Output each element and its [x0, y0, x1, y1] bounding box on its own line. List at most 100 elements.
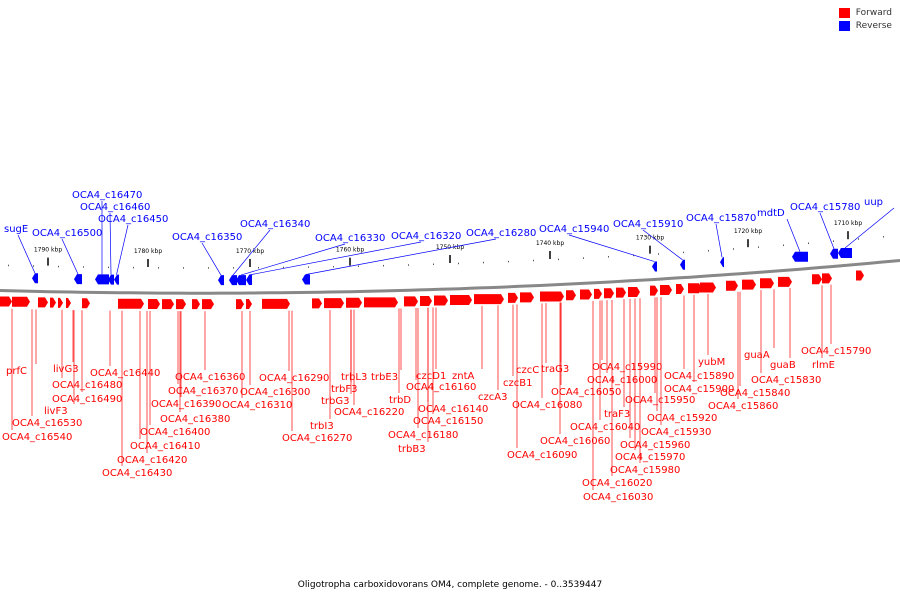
- forward-gene-glyph[interactable]: [420, 295, 432, 306]
- forward-gene-glyph[interactable]: [434, 295, 448, 306]
- forward-gene-glyph[interactable]: [676, 284, 684, 295]
- forward-gene-glyph[interactable]: [58, 297, 63, 308]
- forward-gene-glyph[interactable]: [856, 270, 864, 281]
- forward-gene-label[interactable]: OCA4_c16430: [102, 468, 172, 479]
- forward-gene-label[interactable]: OCA4_c16180: [388, 430, 458, 441]
- forward-gene-glyph[interactable]: [246, 299, 252, 310]
- forward-gene-label[interactable]: OCA4_c16270: [282, 433, 352, 444]
- forward-gene-label[interactable]: OCA4_c16160: [406, 382, 476, 393]
- forward-gene-glyph[interactable]: [404, 296, 418, 307]
- forward-gene-label[interactable]: czcB1: [503, 378, 532, 389]
- forward-gene-glyph[interactable]: [726, 280, 738, 291]
- reverse-gene-label[interactable]: OCA4_c16350: [172, 232, 242, 243]
- forward-gene-label[interactable]: OCA4_c15980: [610, 465, 680, 476]
- forward-gene-glyph[interactable]: [202, 299, 214, 310]
- reverse-gene-glyph[interactable]: [652, 261, 657, 272]
- forward-gene-label[interactable]: OCA4_c15890: [664, 371, 734, 382]
- forward-gene-label[interactable]: rlmE: [812, 360, 835, 371]
- reverse-gene-label[interactable]: OCA4_c16500: [32, 228, 102, 239]
- forward-gene-label[interactable]: OCA4_c16220: [334, 407, 404, 418]
- forward-gene-glyph[interactable]: [312, 298, 322, 309]
- forward-gene-label[interactable]: zntA: [452, 371, 475, 382]
- forward-gene-glyph[interactable]: [364, 297, 398, 308]
- forward-gene-glyph[interactable]: [616, 287, 626, 298]
- reverse-gene-glyph[interactable]: [302, 274, 310, 285]
- forward-gene-label[interactable]: traG3: [541, 364, 569, 375]
- forward-gene-glyph[interactable]: [742, 279, 756, 290]
- forward-gene-glyph[interactable]: [236, 299, 244, 310]
- forward-gene-glyph[interactable]: [628, 286, 640, 297]
- reverse-gene-label[interactable]: mdtD: [757, 208, 785, 219]
- forward-gene-label[interactable]: trbI3: [310, 421, 334, 432]
- forward-gene-label[interactable]: OCA4_c16540: [2, 432, 72, 443]
- forward-gene-label[interactable]: trbD: [389, 395, 411, 406]
- forward-gene-label[interactable]: czcD1: [416, 371, 446, 382]
- forward-gene-glyph[interactable]: [778, 276, 792, 287]
- reverse-gene-label[interactable]: OCA4_c15870: [686, 213, 756, 224]
- forward-gene-label[interactable]: czcC: [516, 365, 539, 376]
- forward-gene-glyph[interactable]: [822, 273, 832, 284]
- reverse-gene-glyph[interactable]: [108, 274, 114, 285]
- reverse-gene-glyph[interactable]: [236, 275, 246, 286]
- forward-gene-glyph[interactable]: [760, 278, 774, 289]
- forward-gene-label[interactable]: OCA4_c16530: [12, 418, 82, 429]
- forward-gene-label[interactable]: OCA4_c16490: [52, 394, 122, 405]
- reverse-gene-label[interactable]: OCA4_c16280: [466, 228, 536, 239]
- forward-gene-label[interactable]: traF3: [604, 409, 630, 420]
- forward-gene-label[interactable]: trbB3: [398, 444, 426, 455]
- reverse-gene-label[interactable]: OCA4_c15780: [790, 202, 860, 213]
- forward-gene-glyph[interactable]: [262, 298, 290, 309]
- reverse-gene-glyph[interactable]: [32, 273, 38, 284]
- reverse-gene-label[interactable]: sugE: [4, 224, 28, 235]
- forward-gene-label[interactable]: OCA4_c15930: [641, 427, 711, 438]
- reverse-gene-label[interactable]: uup: [864, 197, 883, 208]
- forward-gene-label[interactable]: OCA4_c16290: [259, 373, 329, 384]
- forward-gene-label[interactable]: OCA4_c16050: [551, 387, 621, 398]
- forward-gene-glyph[interactable]: [82, 298, 90, 309]
- forward-gene-label[interactable]: livF3: [44, 406, 68, 417]
- forward-gene-glyph[interactable]: [520, 292, 534, 303]
- forward-gene-label[interactable]: yubM: [698, 357, 725, 368]
- forward-gene-label[interactable]: OCA4_c16480: [52, 380, 122, 391]
- forward-gene-label[interactable]: OCA4_c16030: [583, 492, 653, 503]
- forward-gene-glyph[interactable]: [450, 295, 472, 305]
- forward-gene-glyph[interactable]: [12, 296, 30, 307]
- forward-gene-label[interactable]: OCA4_c16420: [117, 455, 187, 466]
- forward-gene-glyph[interactable]: [650, 285, 658, 296]
- forward-gene-glyph[interactable]: [566, 290, 576, 301]
- forward-gene-glyph[interactable]: [508, 292, 518, 303]
- reverse-gene-glyph[interactable]: [114, 274, 119, 285]
- forward-gene-label[interactable]: OCA4_c15900: [664, 384, 734, 395]
- reverse-gene-label[interactable]: OCA4_c16450: [98, 214, 168, 225]
- reverse-gene-label[interactable]: OCA4_c16470: [72, 190, 142, 201]
- forward-gene-label[interactable]: OCA4_c16080: [512, 400, 582, 411]
- forward-gene-label[interactable]: OCA4_c15970: [615, 452, 685, 463]
- reverse-gene-label[interactable]: OCA4_c16340: [240, 219, 310, 230]
- forward-gene-label[interactable]: trbF3: [331, 384, 358, 395]
- forward-gene-label[interactable]: OCA4_c15960: [620, 440, 690, 451]
- reverse-gene-glyph[interactable]: [218, 275, 224, 286]
- forward-gene-label[interactable]: OCA4_c15920: [647, 413, 717, 424]
- forward-gene-glyph[interactable]: [604, 288, 614, 299]
- forward-gene-glyph[interactable]: [324, 298, 344, 309]
- forward-gene-label[interactable]: OCA4_c16040: [570, 422, 640, 433]
- reverse-gene-label[interactable]: OCA4_c16330: [315, 233, 385, 244]
- forward-gene-glyph[interactable]: [50, 297, 56, 308]
- forward-gene-label[interactable]: OCA4_c15990: [592, 362, 662, 373]
- forward-gene-label[interactable]: OCA4_c16090: [507, 450, 577, 461]
- reverse-gene-glyph[interactable]: [680, 259, 685, 270]
- forward-gene-glyph[interactable]: [148, 298, 160, 309]
- forward-gene-label[interactable]: OCA4_c16140: [418, 404, 488, 415]
- reverse-gene-glyph[interactable]: [792, 251, 808, 262]
- forward-gene-label[interactable]: trbE3: [371, 372, 398, 383]
- forward-gene-label[interactable]: OCA4_c15830: [751, 375, 821, 386]
- forward-gene-label[interactable]: OCA4_c16150: [413, 416, 483, 427]
- forward-gene-label[interactable]: OCA4_c16370: [168, 386, 238, 397]
- forward-gene-glyph[interactable]: [162, 299, 174, 310]
- forward-gene-label[interactable]: trbG3: [321, 396, 350, 407]
- forward-gene-glyph[interactable]: [688, 283, 702, 294]
- forward-gene-label[interactable]: OCA4_c16020: [582, 478, 652, 489]
- reverse-gene-glyph[interactable]: [229, 275, 237, 286]
- reverse-gene-glyph[interactable]: [838, 248, 852, 259]
- forward-gene-glyph[interactable]: [660, 285, 672, 296]
